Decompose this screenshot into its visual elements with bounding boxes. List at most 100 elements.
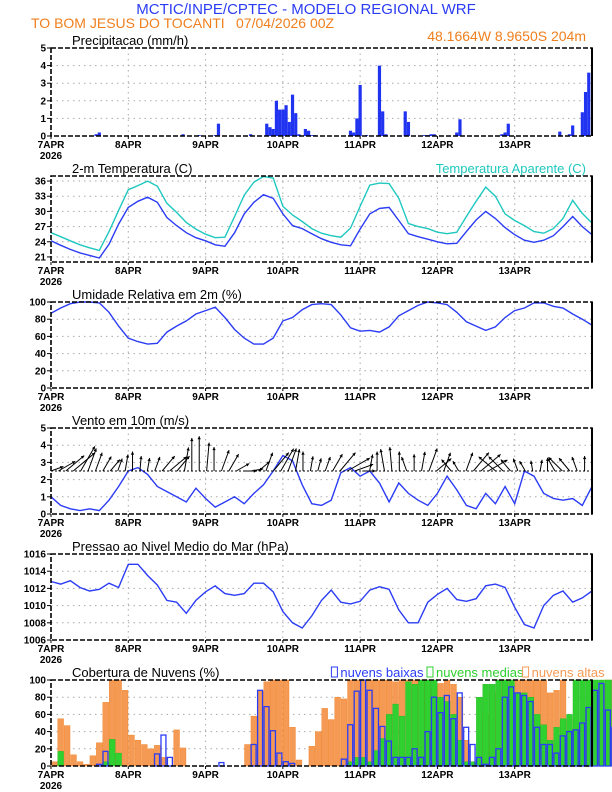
precip-bar (265, 123, 269, 136)
y-tick-label: 36 (35, 177, 47, 188)
x-tick-label: 11APR (344, 266, 376, 277)
x-tick-label: 9APR (192, 266, 219, 277)
y-tick-label: 1016 (24, 550, 47, 561)
wind-arrow (183, 447, 190, 472)
x-tick-label: 12APR (421, 770, 454, 781)
x-tick-label: 7APR (38, 770, 65, 781)
x-tick-label: 10APR (267, 140, 300, 151)
series-line-primary (50, 563, 593, 629)
x-tick-label: 13APR (499, 644, 532, 655)
y-tick-label: 1014 (24, 567, 47, 578)
cloud-bar-mid (476, 697, 483, 767)
cloud-bar-high (321, 708, 328, 767)
precip-bar (281, 109, 285, 136)
precip-bar (503, 132, 507, 136)
x-tick-label: 10APR (267, 518, 300, 529)
precip-bar (271, 128, 275, 136)
panel-title: Pressao ao Nivel Medio do Mar (hPa) (72, 539, 289, 554)
wind-arrow (488, 456, 504, 472)
precip-bar (297, 134, 301, 136)
precip-bar (268, 127, 272, 136)
y-tick-label: 33 (35, 192, 47, 203)
precip-bar (567, 134, 572, 136)
panel-pressure: 1006 1008 1010 1012 1014 1016 7APR 8APR 9APR 10AP… (24, 539, 593, 666)
x-tick-label: 9APR (192, 518, 219, 529)
precip-bar (500, 134, 504, 136)
wind-arrow (72, 452, 96, 472)
cloud-bar-mid (489, 684, 496, 767)
location-label: TO BOM JESUS DO TOCANTI (31, 15, 225, 31)
cloud-bar-high (179, 747, 187, 767)
precip-bar (274, 100, 279, 136)
legend-apparent: Temperatura Aparente (C) (436, 161, 586, 176)
wind-arrow-head (434, 448, 438, 452)
x-tick-label: 10APR (267, 644, 300, 655)
precip-bar (422, 135, 427, 136)
cloud-bar-high (289, 727, 296, 767)
wind-arrow (272, 452, 290, 472)
wind-arrow (287, 448, 297, 472)
precip-bar (587, 72, 591, 136)
wind-arrow (354, 463, 374, 472)
wind-arrow (478, 456, 496, 472)
cloud-bar-low (417, 756, 425, 767)
wind-arrow-head (71, 461, 76, 465)
precip-bar (294, 113, 298, 136)
cloud-bar-low (250, 743, 257, 767)
y-tick-label: 80 (35, 315, 47, 326)
precip-bar (403, 111, 407, 136)
wind-arrow-head (352, 452, 356, 456)
run-label: 07/04/2026 00Z (236, 15, 335, 31)
wind-arrow (265, 452, 274, 472)
wind-arrow (347, 457, 371, 472)
year-label: 2026 (40, 403, 63, 414)
precip-bar (307, 130, 311, 136)
wind-arrow-head (147, 458, 151, 462)
wind-arrow-head (401, 456, 405, 461)
panel-temp: 21 24 27 30 33 36 7APR 8APR 9APR 10APR 11APR 12APR 1… (35, 161, 593, 288)
y-tick-label: 2 (40, 96, 46, 107)
y-tick-label: 1 (40, 492, 46, 503)
cloud-bar-mid (109, 739, 116, 767)
precip-bar (94, 134, 98, 136)
x-tick-label: 9APR (192, 770, 219, 781)
y-tick-label: 40 (35, 349, 47, 360)
wind-arrow-head (80, 455, 85, 459)
cloud-bar-low (604, 709, 611, 767)
precip-bar (352, 132, 356, 136)
cloud-bar-high (128, 734, 135, 767)
x-tick-label: 10APR (267, 770, 300, 781)
y-tick-label: 0 (40, 762, 46, 773)
panel-frame (50, 553, 593, 641)
y-tick-label: 20 (35, 744, 47, 755)
year-label: 2026 (40, 151, 63, 162)
precip-bar (249, 134, 253, 136)
wind-arrow-head (197, 436, 201, 440)
cloud-bar-high (141, 744, 148, 767)
wind-arrow-head (512, 458, 516, 463)
cloud-bar-low (256, 689, 264, 767)
precip-bar (355, 118, 359, 136)
x-tick-label: 7APR (38, 140, 65, 151)
x-tick-label: 12APR (421, 266, 454, 277)
x-tick-label: 9APR (192, 392, 219, 403)
x-tick-label: 7APR (38, 266, 65, 277)
wind-arrow-head (183, 456, 187, 460)
x-tick-label: 8APR (115, 140, 142, 151)
wind-arrow (421, 451, 426, 472)
wind-arrow-head (339, 454, 343, 458)
cloud-bar-high (147, 748, 154, 767)
wind-arrow-head (447, 452, 451, 457)
wind-arrow-head (571, 456, 575, 461)
cloud-bar-high (89, 755, 96, 767)
wind-arrow-head (485, 452, 489, 456)
x-tick-label: 12APR (421, 644, 454, 655)
wind-arrow (87, 448, 97, 472)
y-tick-label: 20 (35, 366, 47, 377)
wind-arrow-head (93, 448, 97, 452)
wind-arrow-head (139, 456, 143, 460)
legend-label-low: nuvens baixas (340, 665, 424, 680)
y-tick-label: 60 (35, 332, 47, 343)
y-tick-label: 21 (35, 252, 47, 263)
